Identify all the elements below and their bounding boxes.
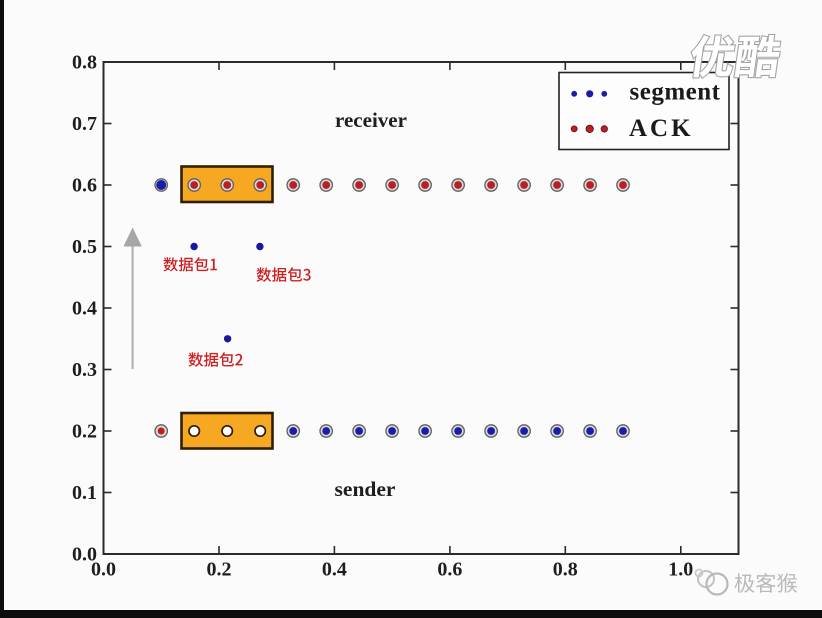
svg-text:0.2: 0.2 [72,421,97,443]
svg-text:0.0: 0.0 [91,559,116,581]
svg-text:segment: segment [630,79,721,106]
svg-text:0.8: 0.8 [553,559,578,581]
svg-text:receiver: receiver [335,108,407,132]
svg-text:sender: sender [335,477,396,501]
svg-text:0.6: 0.6 [72,175,97,197]
svg-text:0.4: 0.4 [322,559,347,581]
svg-text:0.6: 0.6 [437,559,462,581]
svg-text:0.8: 0.8 [72,52,97,74]
svg-text:1.0: 1.0 [668,559,693,581]
svg-text:0.2: 0.2 [207,559,232,581]
svg-text:0.5: 0.5 [72,236,97,258]
svg-text:0.3: 0.3 [72,359,97,381]
svg-text:0.0: 0.0 [72,544,97,566]
svg-text:0.4: 0.4 [72,298,97,320]
svg-text:0.1: 0.1 [72,482,97,504]
svg-text:ACK: ACK [629,115,694,142]
svg-text:0.7: 0.7 [72,113,97,135]
